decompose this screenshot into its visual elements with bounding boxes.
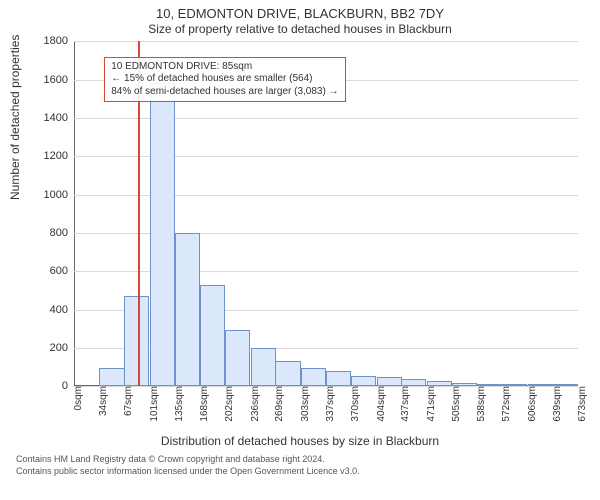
annotation-line: ← 15% of detached houses are smaller (56… bbox=[111, 73, 338, 86]
annotation-box: 10 EDMONTON DRIVE: 85sqm← 15% of detache… bbox=[104, 57, 345, 103]
x-tick-label: 404sqm bbox=[373, 386, 387, 422]
x-tick-label: 471sqm bbox=[423, 386, 437, 422]
y-tick-label: 1600 bbox=[44, 74, 74, 86]
page-subtitle: Size of property relative to detached ho… bbox=[10, 22, 590, 37]
y-tick-label: 1000 bbox=[44, 189, 74, 201]
y-tick-label: 400 bbox=[50, 304, 74, 316]
footer-line-1: Contains HM Land Registry data © Crown c… bbox=[16, 454, 590, 466]
x-tick-label: 572sqm bbox=[498, 386, 512, 422]
x-tick-label: 538sqm bbox=[473, 386, 487, 422]
chart-area: 0200400600800100012001400160018000sqm34s… bbox=[74, 41, 578, 386]
x-tick-label: 370sqm bbox=[347, 386, 361, 422]
x-tick-label: 101sqm bbox=[146, 386, 160, 422]
histogram-bar bbox=[326, 371, 351, 386]
y-tick-label: 1800 bbox=[44, 35, 74, 47]
y-tick-label: 1200 bbox=[44, 150, 74, 162]
x-tick-label: 0sqm bbox=[70, 386, 84, 410]
histogram-bar bbox=[377, 377, 402, 387]
x-tick-label: 34sqm bbox=[95, 386, 109, 416]
y-tick-label: 200 bbox=[50, 342, 74, 354]
footer-line-2: Contains public sector information licen… bbox=[16, 466, 590, 478]
gridline bbox=[74, 41, 578, 42]
x-tick-label: 67sqm bbox=[120, 386, 134, 416]
x-tick-label: 337sqm bbox=[322, 386, 336, 422]
y-axis-label: Number of detached properties bbox=[8, 35, 22, 200]
histogram-bar bbox=[225, 330, 250, 387]
histogram-bar bbox=[150, 83, 175, 386]
y-tick-label: 600 bbox=[50, 265, 74, 277]
figure: 10, EDMONTON DRIVE, BLACKBURN, BB2 7DY S… bbox=[0, 0, 600, 500]
histogram-bar bbox=[301, 368, 326, 386]
histogram-bar bbox=[175, 233, 200, 386]
x-tick-label: 236sqm bbox=[247, 386, 261, 422]
x-tick-label: 303sqm bbox=[297, 386, 311, 422]
y-tick-label: 800 bbox=[50, 227, 74, 239]
x-tick-label: 673sqm bbox=[574, 386, 588, 422]
plot-region: 0200400600800100012001400160018000sqm34s… bbox=[74, 41, 578, 386]
histogram-bar bbox=[99, 368, 124, 386]
histogram-bar bbox=[351, 376, 376, 387]
x-tick-label: 135sqm bbox=[171, 386, 185, 422]
x-tick-label: 639sqm bbox=[549, 386, 563, 422]
page-title: 10, EDMONTON DRIVE, BLACKBURN, BB2 7DY bbox=[10, 6, 590, 22]
annotation-line: 10 EDMONTON DRIVE: 85sqm bbox=[111, 61, 338, 74]
x-tick-label: 606sqm bbox=[524, 386, 538, 422]
histogram-bar bbox=[275, 361, 300, 386]
x-tick-label: 202sqm bbox=[221, 386, 235, 422]
x-tick-label: 505sqm bbox=[448, 386, 462, 422]
x-axis-label: Distribution of detached houses by size … bbox=[10, 434, 590, 448]
footer: Contains HM Land Registry data © Crown c… bbox=[10, 454, 590, 477]
x-tick-label: 168sqm bbox=[196, 386, 210, 422]
y-tick-label: 1400 bbox=[44, 112, 74, 124]
y-axis bbox=[74, 41, 75, 386]
x-tick-label: 269sqm bbox=[271, 386, 285, 422]
x-tick-label: 437sqm bbox=[397, 386, 411, 422]
histogram-bar bbox=[251, 348, 276, 386]
histogram-bar bbox=[200, 285, 225, 387]
annotation-line: 84% of semi-detached houses are larger (… bbox=[111, 86, 338, 99]
